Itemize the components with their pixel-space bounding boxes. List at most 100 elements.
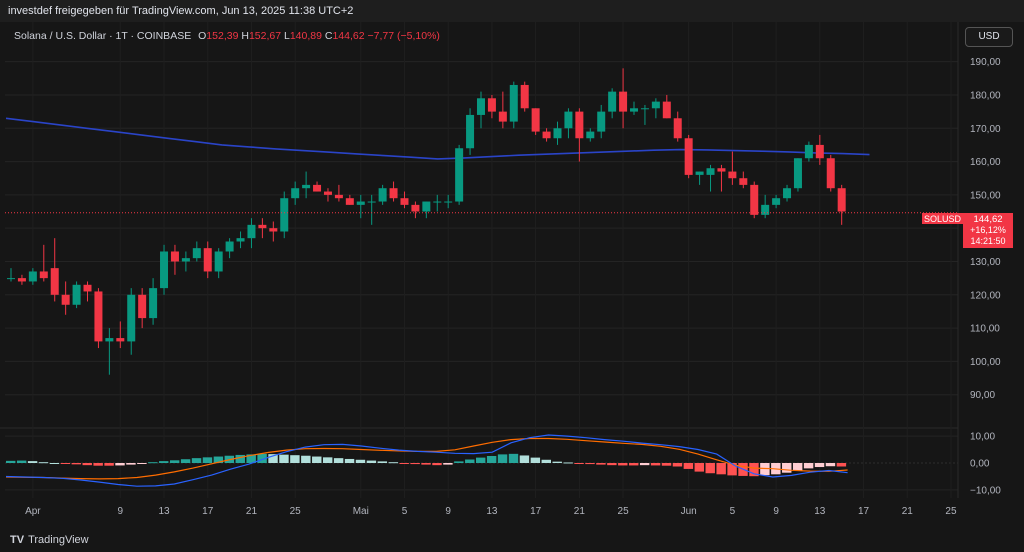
- macd-histogram-bar: [563, 462, 573, 464]
- macd-histogram-bar: [104, 463, 114, 466]
- attribution-text: investdef freigegeben für TradingView.co…: [8, 5, 354, 17]
- candle-body: [138, 294, 147, 319]
- macd-histogram-bar: [366, 460, 377, 463]
- candle-body: [509, 84, 518, 122]
- candle-body: [127, 294, 136, 342]
- candle-body: [203, 248, 212, 272]
- macd-histogram-bar: [552, 461, 562, 463]
- candle-body: [684, 138, 693, 175]
- macd-histogram-bar: [803, 463, 814, 469]
- candle-body: [826, 158, 835, 189]
- candle-body: [761, 204, 770, 215]
- time-tick-label: 9: [445, 506, 451, 517]
- time-tick-label: Apr: [25, 506, 41, 517]
- candle-body: [575, 111, 584, 139]
- candle-body: [476, 98, 485, 115]
- macd-histogram-bar: [399, 463, 409, 464]
- candle-body: [28, 271, 37, 282]
- price-tick-label: 110,00: [970, 324, 1000, 335]
- price-tag-countdown: 14:21:50: [970, 236, 1005, 246]
- macd-histogram-bar: [486, 456, 497, 463]
- open-value: 152,39: [206, 30, 239, 42]
- macd-histogram-bar: [49, 463, 60, 464]
- candle-body: [542, 131, 551, 139]
- close-value: 144,62: [332, 30, 365, 42]
- macd-histogram-bar: [694, 463, 705, 472]
- macd-histogram-bar: [650, 463, 661, 466]
- macd-axis[interactable]: 10,00 0,00 −10,00: [970, 432, 1001, 497]
- price-tick-label: 190,00: [970, 57, 1001, 68]
- candle-body: [619, 91, 628, 112]
- macd-histogram-bar: [388, 462, 398, 464]
- macd-histogram-bar: [432, 463, 442, 466]
- high-value: 152,67: [248, 30, 282, 42]
- macd-histogram-bar: [454, 461, 464, 463]
- candles-layer: [7, 68, 846, 375]
- candle-body: [323, 191, 332, 195]
- candle-body: [662, 101, 671, 119]
- macd-histogram-bar: [191, 458, 202, 463]
- macd-tick-label: 0,00: [970, 459, 990, 470]
- candle-body: [181, 258, 190, 262]
- time-axis[interactable]: Apr 9 13 17 21 25 Mai 5 9 13 17 21 25 Jun 5 9 13 17 21 25: [25, 506, 957, 517]
- candle-body: [586, 131, 595, 139]
- time-tick-label: 25: [618, 506, 630, 517]
- macd-histogram-bar: [377, 461, 388, 463]
- macd-histogram-bar: [716, 463, 726, 475]
- time-tick-label: 25: [290, 506, 302, 517]
- candle-body: [433, 201, 442, 203]
- macd-histogram-bar: [836, 463, 847, 467]
- candle-body: [498, 111, 507, 122]
- macd-line: [5, 434, 848, 487]
- macd-histogram-bar: [355, 459, 366, 463]
- time-tick-label: 9: [773, 506, 779, 517]
- price-tick-label: 130,00: [970, 257, 1001, 268]
- candle-body: [630, 108, 639, 112]
- candle-body: [651, 101, 660, 109]
- time-tick-label: 9: [118, 506, 124, 517]
- macd-histogram-bar: [421, 463, 431, 465]
- time-tick-label: 13: [814, 506, 826, 517]
- candle-body: [739, 178, 748, 185]
- candle-body: [837, 188, 846, 212]
- candle-body: [750, 184, 759, 215]
- macd-histogram-bar: [749, 463, 759, 477]
- macd-histogram-bar: [290, 455, 300, 463]
- time-tick-label: 5: [730, 506, 736, 517]
- time-tick-label: 5: [402, 506, 408, 517]
- macd-histogram-bar: [279, 454, 289, 463]
- candle-body: [520, 84, 529, 109]
- candle-body: [192, 248, 201, 259]
- currency-button[interactable]: USD: [965, 27, 1013, 47]
- price-tick-label: 180,00: [970, 90, 1001, 101]
- candle-body: [356, 201, 365, 205]
- macd-histogram-bar: [257, 453, 267, 463]
- low-value: 140,89: [289, 30, 322, 42]
- macd-histogram-bar: [683, 463, 694, 469]
- price-tag: SOLUSD 144,62 +16,12% 14:21:50: [922, 213, 1013, 248]
- macd-histogram-bar: [443, 463, 453, 465]
- candle-body: [280, 198, 289, 232]
- candle-body: [804, 144, 813, 159]
- price-chart[interactable]: 90,00100,00110,00120,00130,00140,00150,0…: [0, 0, 1024, 530]
- candle-body: [367, 201, 376, 203]
- open-label: O: [198, 30, 207, 42]
- macd-histogram-bar: [475, 457, 486, 463]
- tradingview-brand[interactable]: TV TradingView: [10, 534, 89, 546]
- candle-body: [258, 224, 267, 229]
- macd-histogram-bar: [322, 457, 333, 463]
- candle-body: [302, 184, 311, 189]
- candle-body: [170, 251, 179, 262]
- candle-body: [17, 278, 26, 282]
- price-tick-label: 90,00: [970, 390, 995, 401]
- candle-body: [149, 288, 158, 319]
- macd-histogram-bar: [169, 460, 180, 463]
- macd-histogram-bar: [825, 463, 836, 467]
- macd-histogram-bar: [137, 463, 147, 464]
- time-tick-label: Mai: [353, 506, 369, 517]
- low-label: L: [283, 30, 290, 42]
- macd-histogram-bar: [6, 460, 16, 463]
- macd-histogram-bar: [82, 463, 92, 466]
- price-tag-bg: [963, 213, 1013, 248]
- candle-body: [313, 184, 322, 192]
